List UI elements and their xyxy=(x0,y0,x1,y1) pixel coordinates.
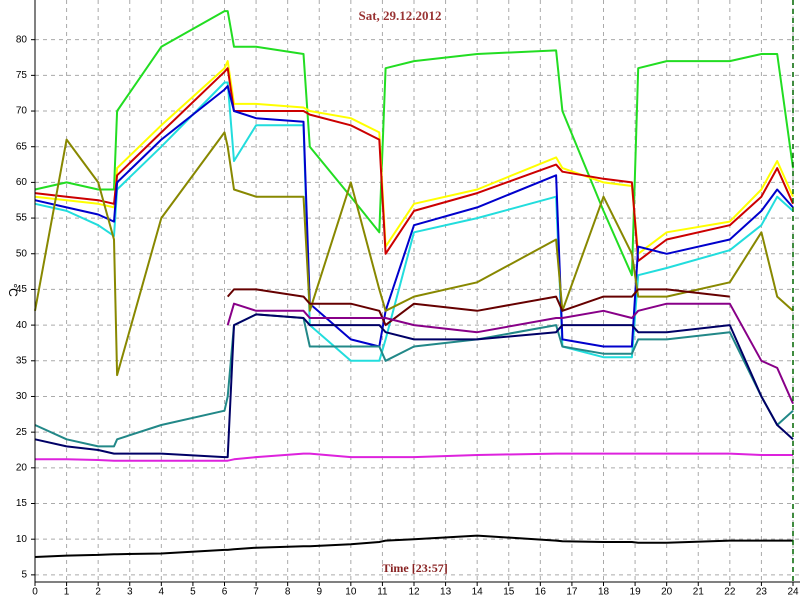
series-line xyxy=(226,302,794,405)
y-tick-label: 10 xyxy=(16,534,28,545)
y-tick-label: 80 xyxy=(16,34,28,45)
y-tick-label: 40 xyxy=(16,320,28,331)
y-tick-label: 25 xyxy=(16,427,28,438)
chart-title: Sat, 29.12.2012 xyxy=(358,8,441,23)
y-tick-label: 30 xyxy=(16,391,28,402)
x-tick-label: 13 xyxy=(440,587,452,598)
x-tick-label: 24 xyxy=(787,587,799,598)
x-tick-label: 9 xyxy=(316,587,322,598)
y-axis-label: °C xyxy=(6,283,20,297)
y-tick-label: 15 xyxy=(16,498,28,509)
series-line xyxy=(34,10,794,277)
series-line xyxy=(35,452,793,462)
y-tick-label: 75 xyxy=(16,70,28,81)
x-tick-label: 14 xyxy=(472,587,484,598)
series-line xyxy=(34,313,794,448)
y-tick-label: 5 xyxy=(21,570,27,581)
x-tick-label: 23 xyxy=(756,587,768,598)
x-tick-label: 0 xyxy=(32,587,38,598)
y-tick-label: 35 xyxy=(16,355,28,366)
x-tick-label: 4 xyxy=(159,587,165,598)
x-axis-label: Time [23:57] xyxy=(382,561,447,575)
x-tick-label: 7 xyxy=(253,587,259,598)
x-tick-label: 15 xyxy=(503,587,515,598)
x-tick-label: 19 xyxy=(630,587,642,598)
x-tick-label: 8 xyxy=(285,587,291,598)
x-tick-label: 11 xyxy=(377,587,388,598)
series-line xyxy=(34,313,794,459)
x-tick-label: 1 xyxy=(64,587,70,598)
x-tick-label: 5 xyxy=(190,587,196,598)
y-tick-label: 45 xyxy=(16,284,28,295)
y-tick-label: 70 xyxy=(16,106,28,117)
y-tick-label: 55 xyxy=(16,213,28,224)
x-tick-label: 22 xyxy=(724,587,736,598)
x-tick-label: 20 xyxy=(661,587,673,598)
series-line xyxy=(34,131,794,377)
x-tick-label: 10 xyxy=(345,587,357,598)
series-line xyxy=(226,288,730,327)
x-tick-label: 2 xyxy=(95,587,101,598)
plot-lines xyxy=(34,10,794,558)
series-line xyxy=(34,81,794,362)
series-line xyxy=(34,534,793,558)
y-tick-label: 65 xyxy=(16,141,28,152)
y-tick-label: 50 xyxy=(16,248,28,259)
x-tick-label: 6 xyxy=(222,587,228,598)
x-tick-label: 12 xyxy=(408,587,420,598)
x-tick-label: 3 xyxy=(127,587,133,598)
x-tick-label: 16 xyxy=(535,587,547,598)
y-tick-label: 60 xyxy=(16,177,28,188)
x-tick-label: 18 xyxy=(598,587,610,598)
y-tick-label: 20 xyxy=(16,462,28,473)
series-line xyxy=(34,67,794,262)
x-tick-label: 21 xyxy=(693,587,705,598)
x-tick-label: 17 xyxy=(566,587,578,598)
series-line xyxy=(34,60,794,255)
